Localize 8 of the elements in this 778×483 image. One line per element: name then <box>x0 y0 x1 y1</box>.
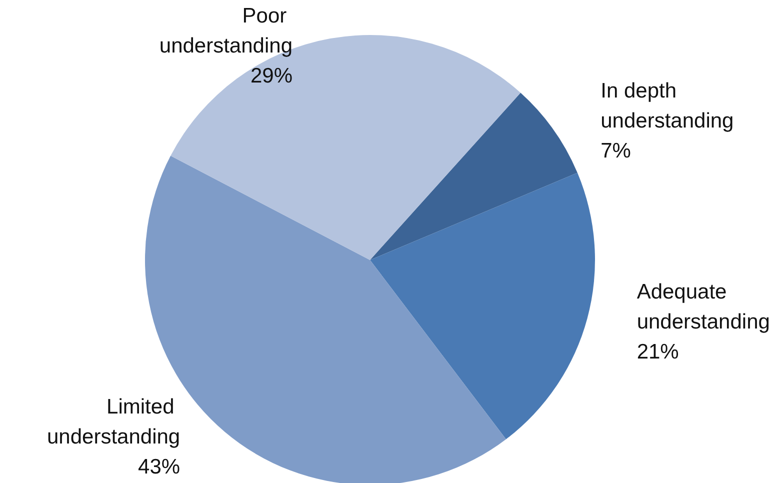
slice-label: Limited understanding <box>46 396 180 448</box>
slice-label: Poor understanding <box>159 4 292 58</box>
data-label: 21% <box>636 340 679 364</box>
slice-label: Adequate understanding <box>636 280 770 334</box>
slice-label: In depth understanding <box>600 79 734 132</box>
data-label: 29% <box>250 64 292 88</box>
data-label: 43% <box>138 456 180 478</box>
data-label: 7% <box>600 139 631 162</box>
